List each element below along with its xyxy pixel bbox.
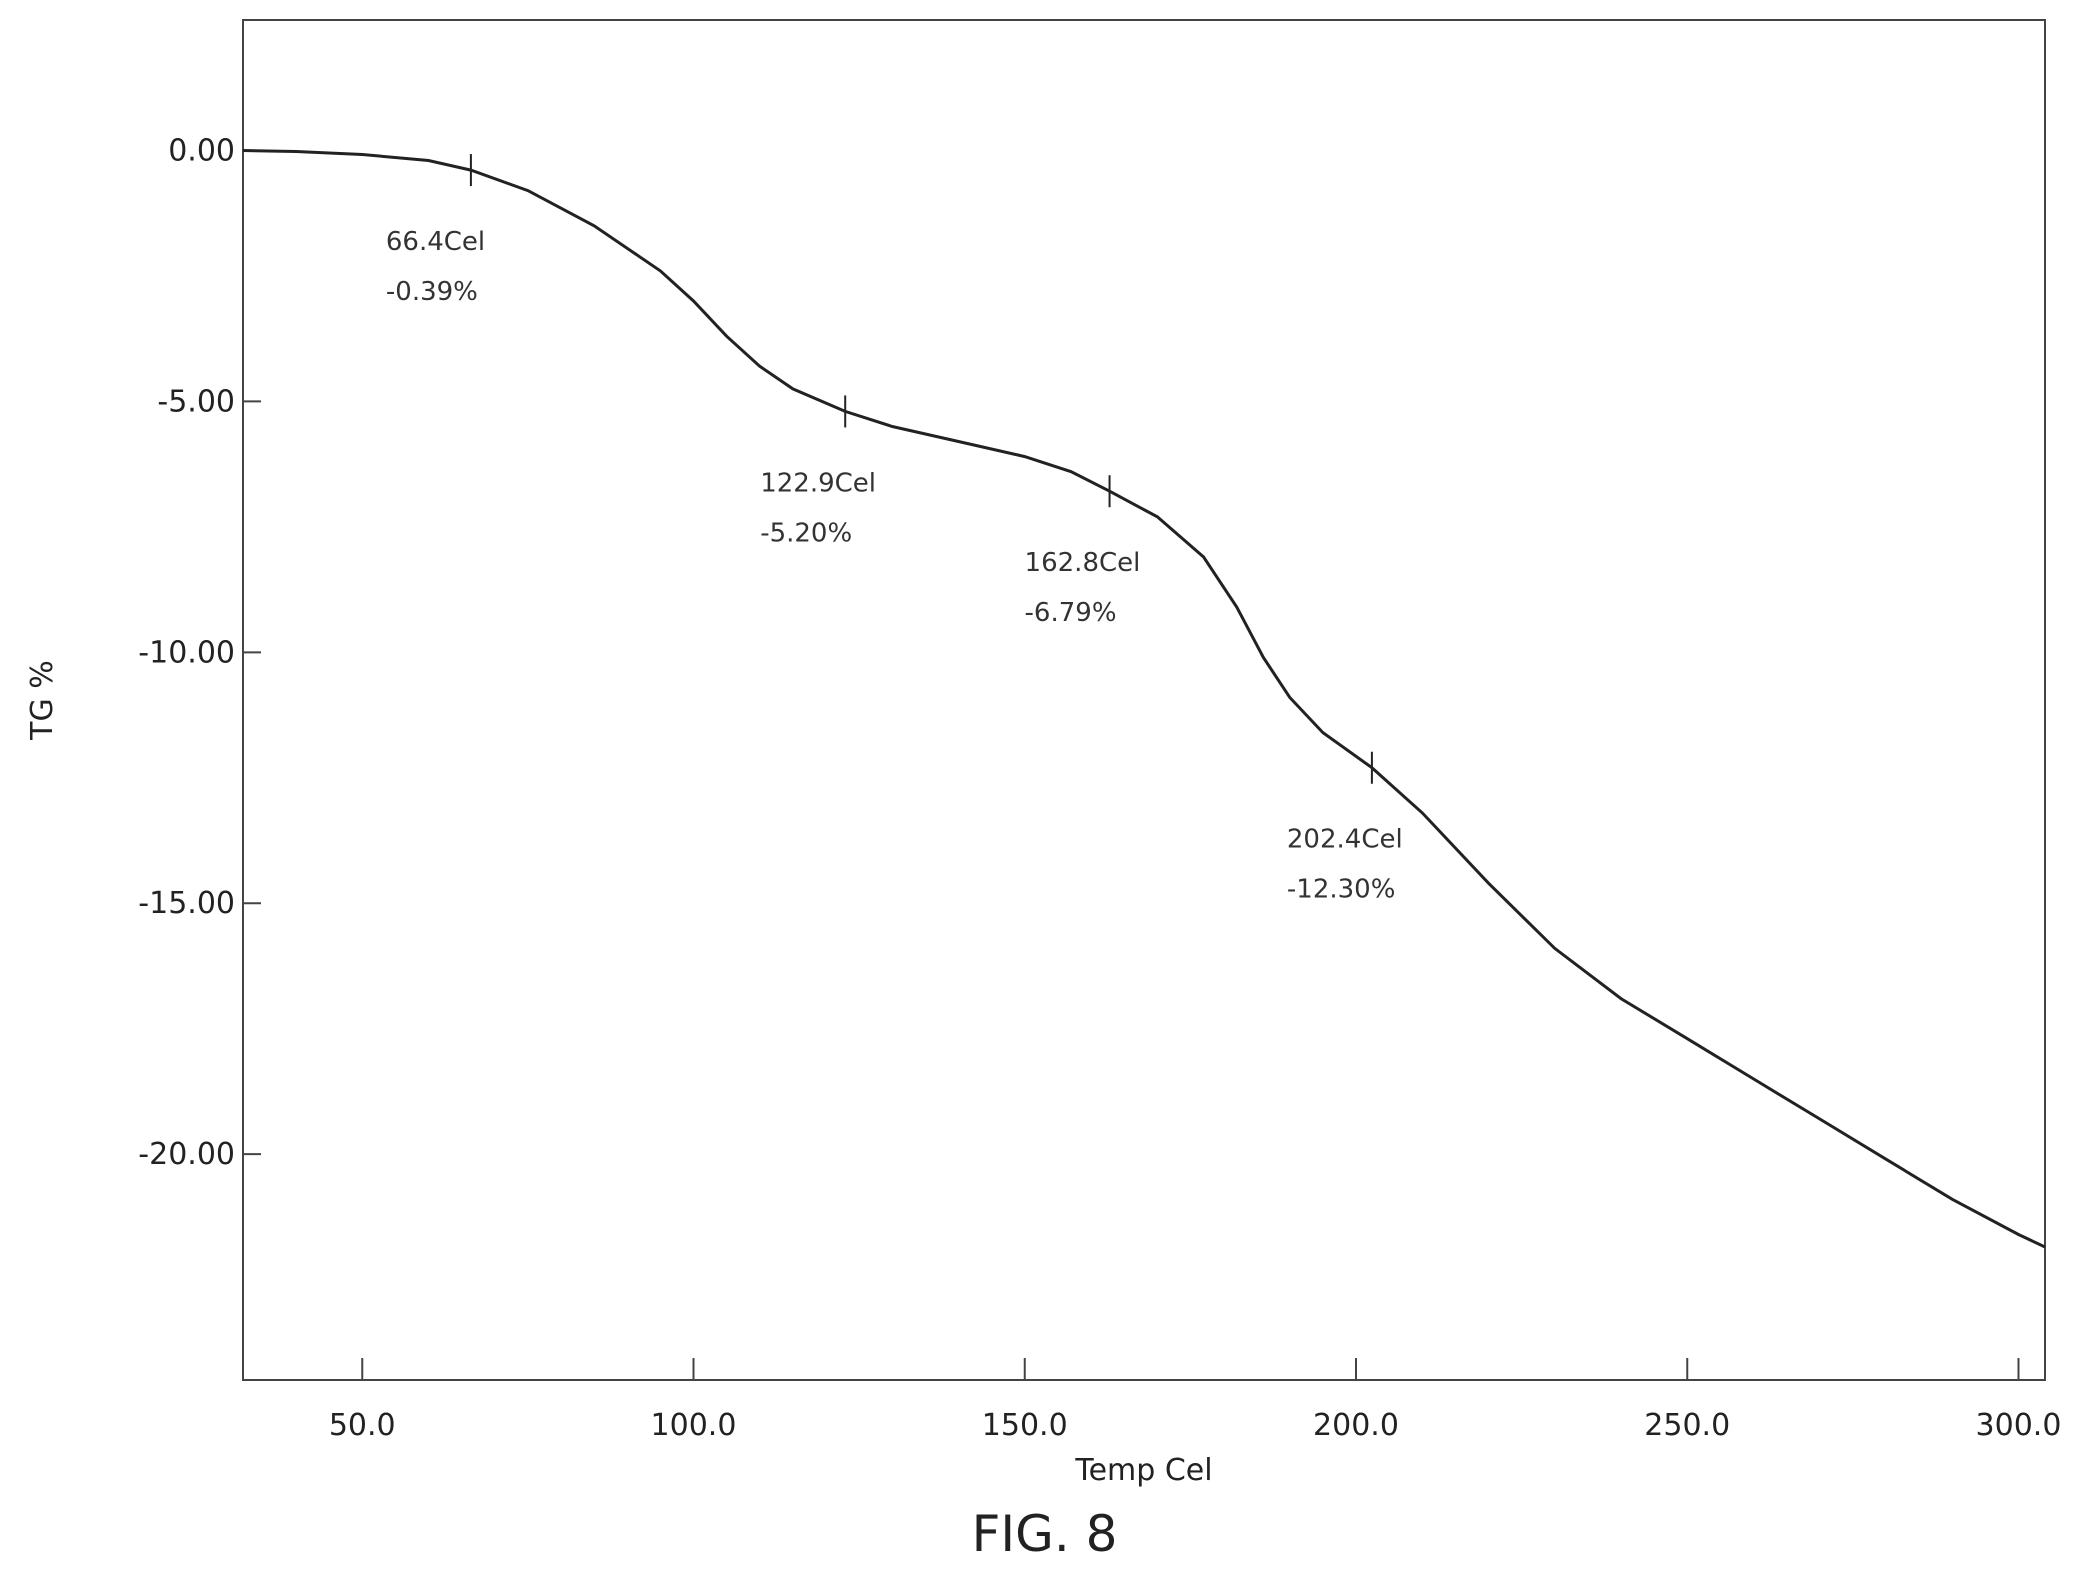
x-tick-label: 100.0 [651, 1408, 737, 1443]
annotation-temp: 162.8Cel [1025, 548, 1141, 578]
annotation-loss: -5.20% [760, 518, 852, 548]
y-tick-label: -15.00 [138, 886, 235, 921]
x-tick-label: 150.0 [982, 1408, 1068, 1443]
annotation-temp: 202.4Cel [1287, 825, 1403, 855]
annotation-loss: -0.39% [386, 277, 478, 307]
y-tick-label: -10.00 [138, 635, 235, 670]
figure-caption: FIG. 8 [971, 1505, 1118, 1563]
y-tick-label: -20.00 [138, 1137, 235, 1172]
annotation-loss: -6.79% [1025, 598, 1117, 628]
x-tick-label: 200.0 [1313, 1408, 1399, 1443]
x-tick-label: 250.0 [1644, 1408, 1730, 1443]
annotation-temp: 122.9Cel [760, 468, 876, 498]
annotations-layer: 66.4Cel -0.39% 122.9Cel -5.20% 162.8Cel -6.79… [386, 227, 1403, 905]
annotation-markers [469, 154, 1373, 784]
y-axis-title: TG % [25, 660, 60, 741]
x-axis-title: Temp Cel [1074, 1453, 1212, 1488]
annotation-loss: -12.30% [1287, 875, 1396, 905]
ticks-layer: 50.0 100.0 150.0 200.0 250.0 300.0 0.00 -5.00 -1… [138, 133, 2061, 1443]
y-tick-label: 0.00 [168, 133, 235, 168]
y-tick-label: -5.00 [157, 384, 235, 419]
plot-frame [242, 19, 2046, 1381]
tg-curve [242, 149, 2046, 1249]
x-tick-label: 50.0 [329, 1408, 396, 1443]
annotation-temp: 66.4Cel [386, 227, 485, 257]
x-tick-label: 300.0 [1976, 1408, 2062, 1443]
